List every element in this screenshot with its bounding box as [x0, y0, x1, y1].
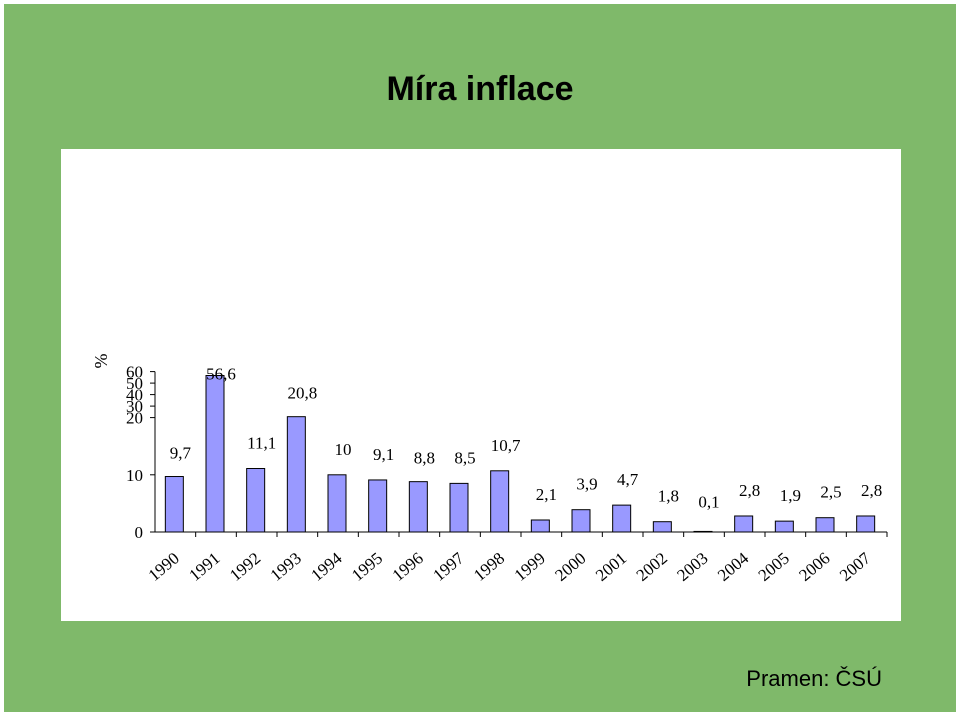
x-tick-label-2006: 2006: [795, 549, 833, 585]
x-tick-label-1992: 1992: [226, 549, 264, 585]
x-tick-label-1994: 1994: [307, 548, 346, 585]
bars: [164, 375, 876, 533]
bar-2006: [815, 517, 835, 533]
data-label-1992: 11,1: [247, 434, 276, 453]
x-tick-label-2007: 2007: [836, 548, 875, 585]
data-label-1990: 9,7: [170, 444, 192, 463]
x-tick-label-1998: 1998: [470, 549, 508, 585]
x-tick-label-1997: 1997: [429, 548, 468, 585]
x-tick-label-1991: 1991: [185, 549, 223, 585]
y-tick-label: 20: [126, 409, 143, 428]
data-label-2004: 2,8: [739, 481, 760, 500]
bar-1992: [246, 468, 266, 533]
x-tick-label-1996: 1996: [389, 549, 427, 585]
bar-2002: [652, 521, 672, 533]
data-label-2003: 0,1: [698, 492, 719, 511]
data-label-2000: 3,9: [576, 475, 597, 494]
y-axis-label: %: [91, 354, 111, 369]
bar-2003: [693, 530, 713, 533]
x-tick-label-2001: 2001: [592, 549, 630, 585]
x-tick-label-1990: 1990: [145, 549, 183, 585]
x-tick-label-1993: 1993: [267, 549, 305, 585]
bar-2004: [734, 515, 754, 533]
data-labels: 9,7 56,6 11,1 20,8 10 9,1 8,8 8,5 10,7 2,1 3,9 4,7 1…: [170, 365, 883, 512]
data-label-1997: 8,5: [454, 448, 475, 467]
bar-1998: [490, 470, 510, 533]
data-label-2005: 1,9: [780, 486, 801, 505]
plot-area: 0 10 20 30 40 50 60 9,7 56,6 11,1 20,8 10 9,1 8,8 8,5…: [61, 149, 901, 621]
bar-2007: [856, 515, 876, 533]
data-label-1994: 10: [335, 440, 352, 459]
data-label-1998: 10,7: [491, 436, 521, 455]
bar-1996: [408, 481, 428, 533]
data-label-1993: 20,8: [287, 384, 317, 403]
x-tick-label-1999: 1999: [511, 549, 549, 585]
data-label-1999: 2,1: [536, 485, 557, 504]
bar-1991: [205, 375, 225, 533]
slide-background: Míra inflace 0 10 20 30 40 50 60 9,7 56,6 11,1 20…: [4, 4, 956, 712]
x-tick-labels: 1990 1991 1992 1993 1994 1995 1996 1997 1998 1999…: [145, 548, 875, 585]
source-note: Pramen: ČSÚ: [746, 666, 882, 691]
x-tick-label-1995: 1995: [348, 549, 386, 585]
bar-2001: [612, 504, 632, 533]
y-tick-label: 10: [126, 466, 143, 485]
data-label-2007: 2,8: [861, 481, 882, 500]
y-tick-label: 30: [126, 397, 143, 416]
chart-title: Míra inflace: [386, 70, 574, 108]
bar-2005: [774, 520, 794, 533]
data-label-1996: 8,8: [414, 449, 435, 468]
y-tick-label: 60: [126, 363, 143, 382]
data-label-1995: 9,1: [373, 445, 394, 464]
bar-2000: [571, 509, 591, 533]
y-tick-label: 0: [135, 523, 144, 542]
bar-1997: [449, 482, 469, 533]
x-tick-label-2005: 2005: [755, 549, 793, 585]
x-tick-label-2000: 2000: [551, 549, 589, 585]
x-tick-label-2003: 2003: [673, 549, 711, 585]
y-tick-label: 40: [126, 386, 143, 405]
x-tick-label-2004: 2004: [714, 548, 753, 585]
data-label-2001: 4,7: [617, 470, 639, 489]
bar-1990: [164, 476, 184, 533]
data-label-2006: 2,5: [820, 483, 841, 502]
x-tick-label-2002: 2002: [633, 549, 671, 585]
bar-1994: [327, 474, 347, 533]
data-label-1991: 56,6: [206, 365, 236, 384]
bar-1999: [530, 519, 550, 533]
y-tick-label: 50: [126, 374, 143, 393]
data-label-2002: 1,8: [658, 487, 679, 506]
bar-1995: [368, 479, 388, 533]
bar-1993: [286, 416, 306, 533]
